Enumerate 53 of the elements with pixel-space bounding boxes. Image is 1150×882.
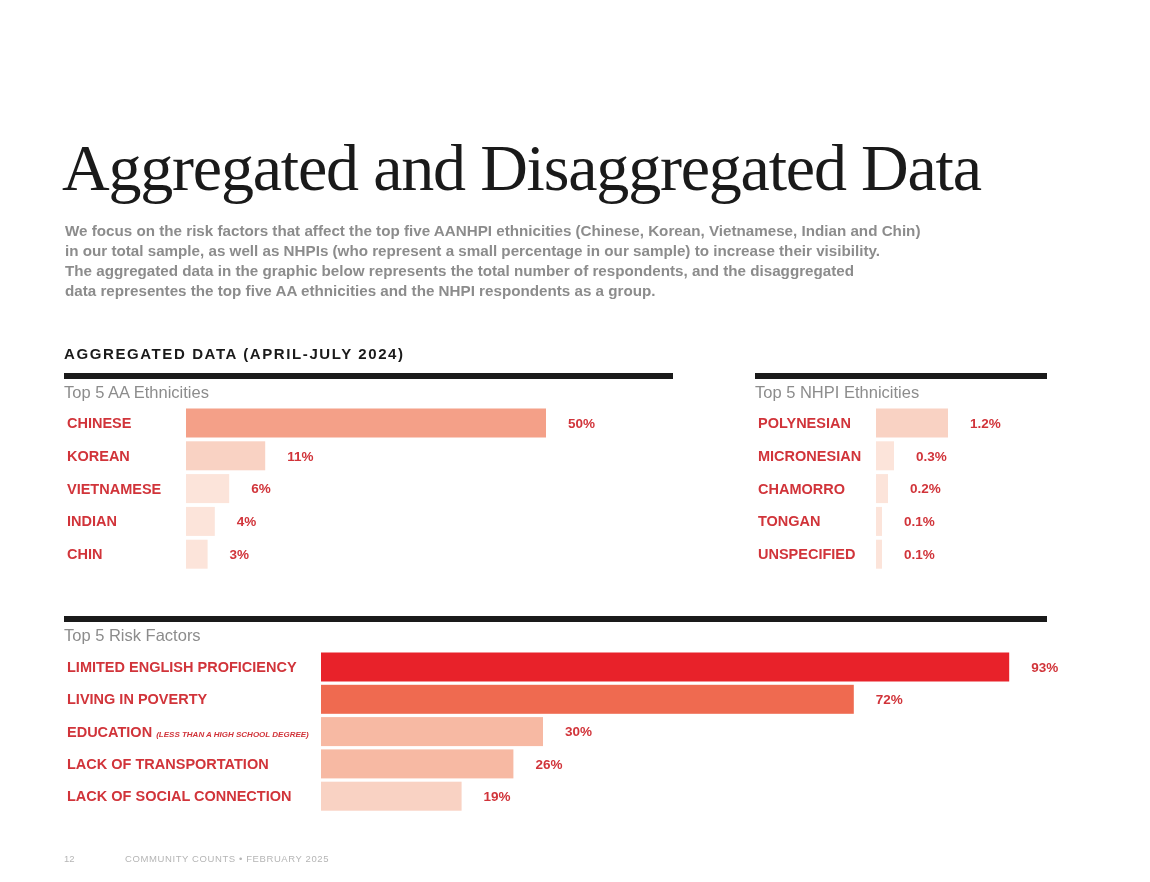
bar [321,652,1010,682]
bar [186,506,215,536]
data-label: 19% [483,788,511,804]
y-tick-label: CHAMORRO [758,480,845,497]
data-label: 6% [251,481,271,497]
y-tick-label: EDUCATION (LESS THAN A HIGH SCHOOL DEGREE) [67,723,310,740]
bar [186,539,208,569]
text: Aggregated and Disaggregated Data [62,131,982,204]
data-label: 93% [1031,659,1059,675]
data-label: 50% [568,415,596,431]
data-label: 4% [236,514,257,530]
data-label: 0.2% [910,481,941,497]
y-tick-label: LACK OF TRANSPORTATION [67,755,269,772]
bar [876,539,882,569]
data-label: 3% [229,546,250,562]
bar [186,474,230,504]
y-tick-label: INDIAN [67,513,117,530]
data-label: 26% [535,756,563,772]
bar [321,717,543,747]
y-tick-label: CHINESE [67,415,132,432]
data-label: 0.1% [904,546,935,562]
text: 12 [64,853,75,864]
data-label: 11% [287,448,314,464]
bar [321,749,514,779]
data-label: 72% [875,692,903,708]
bar [876,474,888,504]
y-tick-label: LACK OF SOCIAL CONNECTION [67,788,292,805]
y-tick-label: LIVING IN POVERTY [67,691,208,708]
bar [876,441,894,471]
data-label: 0.3% [916,448,947,464]
y-tick-label: UNSPECIFIED [758,546,856,563]
y-tick-label: CHIN [67,546,103,563]
y-tick-label: TONGAN [758,513,821,530]
bar [186,441,266,471]
y-tick-label: POLYNESIAN [758,415,851,432]
bar [186,408,546,438]
data-label: 1.2% [970,415,1001,431]
chart-title: Top 5 AA Ethnicities [64,383,209,401]
y-tick-label: LIMITED ENGLISH PROFICIENCY [67,659,297,676]
bar [876,506,882,536]
y-tick-label: KOREAN [67,447,130,464]
chart-title: Top 5 NHPI Ethnicities [755,383,920,401]
bar [321,684,854,714]
bar [876,408,948,438]
data-label: 0.1% [904,514,935,530]
text: We focus on the risk factors that affect the top five AANHPI ethnicities (Chinese, Korean, Vietnamese, Indian and Chin) in our total sample, as well as NHPIs (who represent a small percentage in our sample) to increase their visibility. The aggregated data in the graphic below represents the total number of respondents, and the disaggregated data representes the top five AA ethnicities and the NHPI respondents as a group. [65,222,921,299]
y-tick-label: VIETNAMESE [67,480,162,497]
data-label: 30% [565,724,593,740]
y-tick-label: MICRONESIAN [758,447,862,464]
text: AGGREGATED DATA (APRIL-JULY 2024) [64,345,405,362]
text: COMMUNITY COUNTS • FEBRUARY 2025 [125,853,330,864]
bar [321,781,462,811]
text: Top 5 Risk Factors [64,626,201,644]
